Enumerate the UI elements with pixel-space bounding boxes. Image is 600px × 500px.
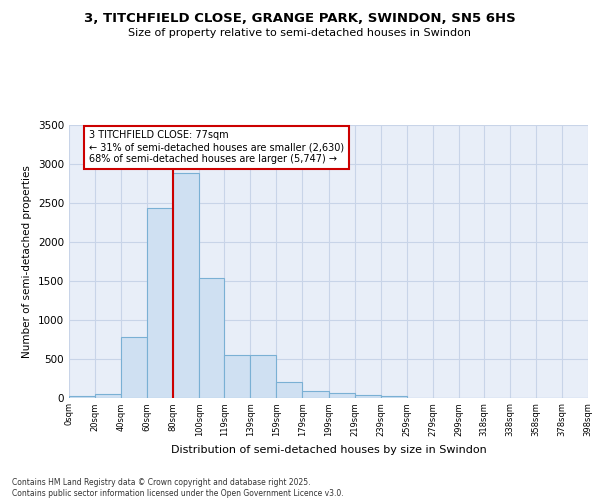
- Bar: [121, 337, 147, 398]
- Bar: [329, 393, 355, 398]
- Bar: [380, 396, 407, 398]
- Bar: [173, 174, 199, 398]
- Bar: [277, 382, 302, 398]
- Bar: [95, 394, 121, 398]
- Bar: [224, 356, 250, 398]
- Text: Size of property relative to semi-detached houses in Swindon: Size of property relative to semi-detach…: [128, 28, 472, 38]
- X-axis label: Distribution of semi-detached houses by size in Swindon: Distribution of semi-detached houses by …: [170, 444, 487, 454]
- Bar: [199, 278, 224, 398]
- Bar: [69, 396, 95, 398]
- Text: 3, TITCHFIELD CLOSE, GRANGE PARK, SWINDON, SN5 6HS: 3, TITCHFIELD CLOSE, GRANGE PARK, SWINDO…: [84, 12, 516, 26]
- Bar: [147, 208, 173, 398]
- Text: Contains HM Land Registry data © Crown copyright and database right 2025.
Contai: Contains HM Land Registry data © Crown c…: [12, 478, 344, 498]
- Bar: [302, 391, 329, 398]
- Y-axis label: Number of semi-detached properties: Number of semi-detached properties: [22, 165, 32, 358]
- Bar: [250, 356, 277, 398]
- Text: 3 TITCHFIELD CLOSE: 77sqm
← 31% of semi-detached houses are smaller (2,630)
68% : 3 TITCHFIELD CLOSE: 77sqm ← 31% of semi-…: [89, 130, 344, 164]
- Bar: [355, 395, 380, 398]
